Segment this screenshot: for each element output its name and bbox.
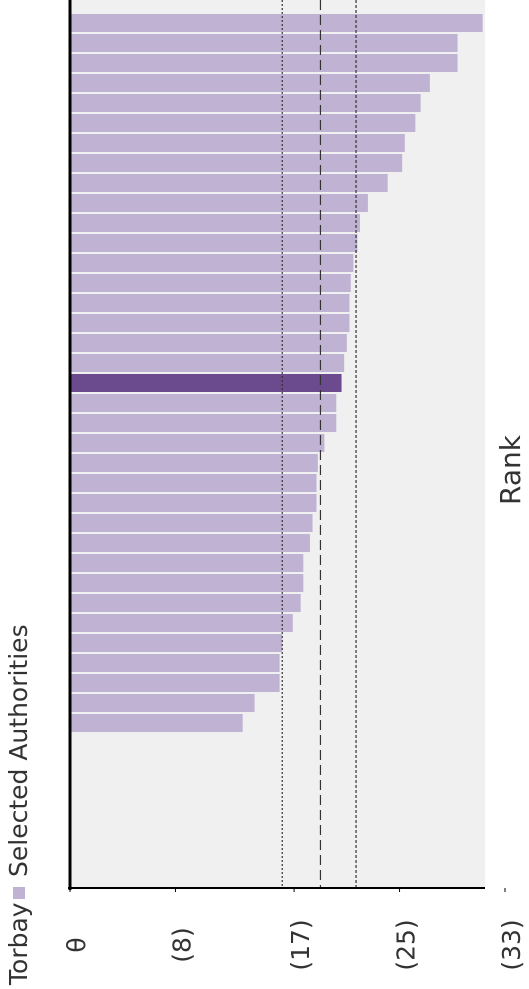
legend-swatch (13, 887, 25, 899)
bar (70, 654, 280, 672)
bar (70, 254, 354, 272)
bar (70, 314, 350, 332)
bar (70, 454, 318, 472)
bar (70, 34, 458, 52)
bar (70, 394, 337, 412)
bar (70, 294, 350, 312)
bar (70, 174, 388, 192)
bar (70, 514, 313, 532)
bar (70, 354, 345, 372)
x-tick-label: (25) (392, 919, 421, 970)
x-tick-label: (8) (167, 927, 196, 962)
bar (70, 714, 243, 732)
bar (70, 474, 317, 492)
bar (70, 634, 283, 652)
bar (70, 94, 421, 112)
bar (70, 214, 360, 232)
bar (70, 534, 310, 552)
bar (70, 194, 368, 212)
x-tick-label: (17) (286, 919, 315, 970)
legend-label: Torbay (4, 902, 33, 986)
bar (70, 614, 293, 632)
legend-label: Selected Authorities (4, 624, 33, 877)
bar (70, 234, 358, 252)
x-tick-label: θ (62, 937, 91, 952)
bar (70, 154, 403, 172)
bar (70, 74, 430, 92)
axis-label: Rank (494, 434, 527, 505)
bar (70, 334, 347, 352)
bar (70, 594, 301, 612)
bar (70, 554, 304, 572)
bar (70, 434, 325, 452)
bar (70, 274, 351, 292)
bar (70, 674, 280, 692)
bar (70, 14, 483, 32)
bar (70, 414, 337, 432)
bar (70, 494, 317, 512)
bar (70, 114, 416, 132)
bar (70, 694, 255, 712)
bar (70, 134, 405, 152)
bar (70, 54, 458, 72)
bar (70, 374, 342, 392)
x-tick-label: (33) (497, 919, 526, 970)
bar (70, 574, 304, 592)
